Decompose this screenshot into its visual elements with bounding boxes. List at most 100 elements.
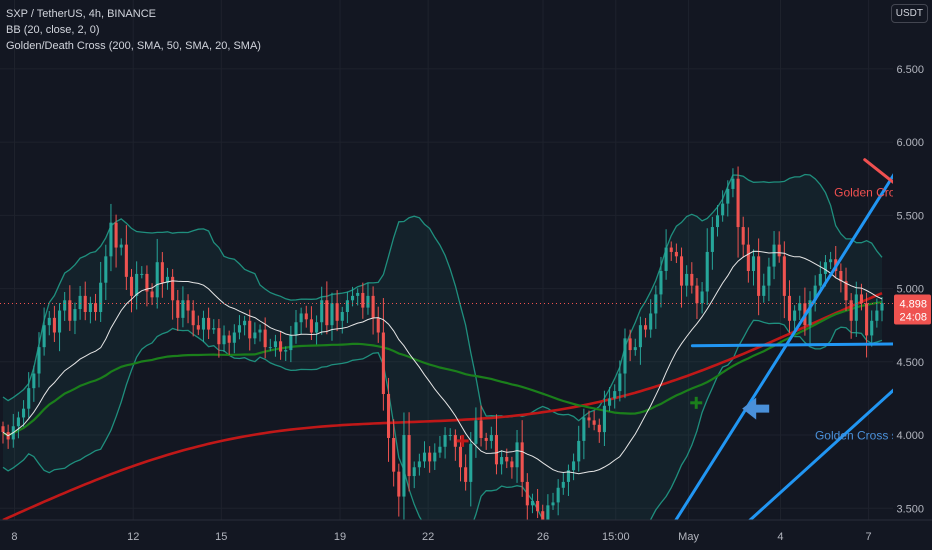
trendline	[863, 158, 932, 215]
candle-body	[217, 328, 221, 345]
y-axis-tick-label: 3.500	[896, 503, 924, 515]
candle-body	[566, 470, 570, 482]
candle-body	[181, 300, 185, 318]
candle-body	[839, 270, 843, 282]
candle-body	[299, 313, 303, 323]
candle-body	[73, 309, 77, 321]
candle-body	[520, 442, 524, 482]
candle-body	[140, 273, 144, 275]
candle-body	[746, 244, 750, 271]
candle-body	[649, 313, 653, 330]
candle-body	[258, 329, 262, 333]
candle-body	[823, 262, 827, 274]
candle-body	[407, 435, 411, 477]
sma200-line	[2, 291, 883, 522]
candle-body	[422, 452, 427, 462]
x-axis-tick-label: 19	[334, 531, 346, 543]
bb-indicator-label[interactable]: BB (20, close, 2, 0)	[6, 24, 100, 36]
candle-body	[854, 294, 858, 321]
candle-body	[844, 281, 848, 301]
candle-body	[114, 222, 118, 248]
candle-body	[315, 322, 319, 333]
candle-body	[757, 256, 761, 296]
trendline	[690, 342, 932, 348]
candle-body	[196, 325, 200, 330]
candle-body	[109, 222, 113, 257]
candle-body	[829, 259, 833, 263]
candle-body	[232, 332, 236, 343]
candle-body	[93, 303, 98, 312]
candle-body	[397, 471, 401, 497]
candle-body	[356, 292, 360, 296]
y-axis-tick-label: 5.000	[896, 284, 924, 296]
candle-body	[551, 502, 555, 506]
candle-body	[644, 325, 648, 330]
candle-body	[577, 440, 581, 462]
candle-body	[695, 285, 699, 304]
candle-body	[386, 394, 391, 438]
candle-body	[448, 435, 452, 437]
last-price-value: 4.898	[899, 299, 927, 311]
candle-body	[304, 313, 308, 320]
x-axis-tick-label: May	[678, 531, 699, 543]
candle-body	[309, 319, 313, 333]
candle-body	[160, 262, 164, 283]
candle-body	[525, 481, 529, 506]
candle-body	[751, 256, 756, 271]
candle-body	[165, 276, 170, 283]
symbol-title[interactable]: SXP / TetherUS, 4h, BINANCE	[6, 8, 156, 20]
candle-body	[875, 310, 879, 321]
candle-body	[294, 322, 298, 336]
candle-body	[320, 300, 324, 323]
candle-body	[227, 335, 231, 343]
candle-body	[237, 325, 241, 333]
x-axis-tick-label: 7	[866, 531, 872, 543]
currency-button[interactable]: USDT	[890, 4, 928, 23]
candles	[1, 166, 884, 532]
candle-body	[715, 215, 720, 228]
candle-body	[22, 408, 26, 418]
candle-body	[129, 276, 134, 296]
candle-body	[500, 457, 504, 465]
trendline	[729, 353, 932, 540]
candle-body	[438, 446, 442, 453]
candle-body	[710, 227, 714, 252]
candle-body	[417, 461, 421, 468]
candle-body	[351, 295, 355, 301]
candle-body	[772, 244, 776, 267]
chart-legend: SXP / TetherUS, 4h, BINANCE BB (20, clos…	[6, 6, 261, 54]
candle-body	[808, 300, 812, 326]
candle-body	[366, 295, 370, 308]
candle-body	[83, 295, 87, 312]
cross-indicator-label[interactable]: Golden/Death Cross (200, SMA, 50, SMA, 2…	[6, 40, 261, 52]
candle-body	[325, 300, 329, 326]
candle-body	[474, 420, 478, 444]
sma50-line	[2, 301, 883, 437]
candle-body	[880, 303, 884, 311]
candle-body	[284, 350, 288, 352]
candle-body	[212, 328, 216, 330]
candle-body	[201, 317, 206, 330]
candle-body	[849, 300, 853, 321]
candle-body	[330, 303, 334, 326]
candle-body	[263, 329, 267, 348]
candle-body	[412, 467, 416, 477]
candle-body	[273, 341, 277, 348]
candle-body	[150, 291, 154, 298]
candle-body	[618, 373, 622, 392]
candle-body	[762, 285, 766, 296]
x-axis-tick-label: 22	[422, 531, 434, 543]
candle-body	[561, 481, 565, 488]
candle-body	[597, 424, 601, 433]
candle-body	[510, 461, 514, 468]
candle-body	[433, 452, 437, 462]
candle-body	[469, 443, 473, 482]
candle-body	[42, 325, 46, 348]
candle-body	[870, 320, 874, 336]
candle-body	[793, 310, 797, 321]
candle-body	[659, 270, 663, 295]
candle-body	[818, 273, 822, 286]
candle-body	[345, 300, 349, 312]
candle-body	[865, 303, 869, 336]
